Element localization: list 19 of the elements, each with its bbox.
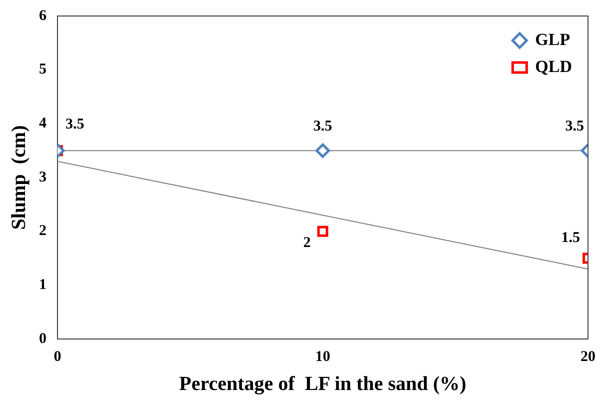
x-tick-label: 20: [580, 348, 596, 365]
data-label: 2: [303, 235, 311, 252]
data-label: 1.5: [561, 230, 580, 246]
y-axis-title: Slump (cm): [8, 125, 30, 230]
y-tick-label: 1: [39, 277, 46, 294]
y-tick-label: 2: [39, 223, 46, 240]
x-tick-label: 0: [54, 348, 62, 365]
y-tick-label: 3: [39, 169, 46, 186]
y-tick-label: 6: [39, 8, 47, 24]
y-tick-label: 5: [39, 62, 46, 78]
data-label: 3.5: [66, 116, 84, 132]
data-label: 3.5: [313, 118, 332, 134]
legend-label: GLP: [535, 30, 570, 49]
x-tick-label: 10: [315, 348, 330, 365]
y-tick-label: 4: [39, 116, 47, 132]
legend-label: QLD: [535, 56, 572, 76]
x-axis-title: Percentage of LF in the sand (%): [179, 373, 466, 396]
y-tick-label: 0: [39, 330, 46, 347]
data-label: 3.5: [565, 118, 584, 134]
